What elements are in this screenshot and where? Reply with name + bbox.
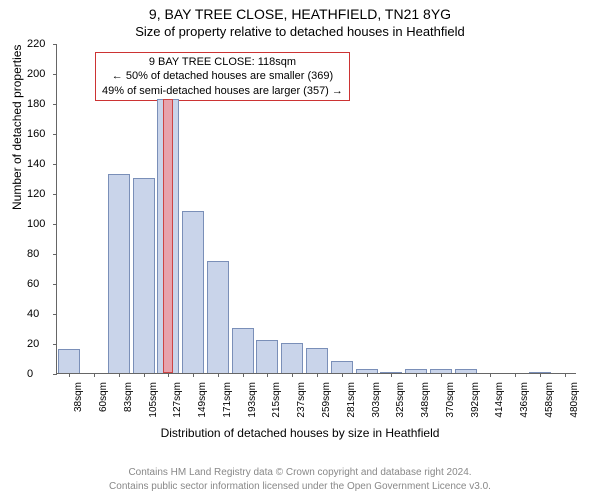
- xtick-label: 215sqm: [271, 382, 282, 428]
- annotation-line-3: 49% of semi-detached houses are larger (…: [102, 84, 343, 98]
- xtick-mark: [69, 373, 70, 377]
- y-axis-label: Number of detached properties: [10, 45, 24, 210]
- xtick-mark: [144, 373, 145, 377]
- xtick-mark: [441, 373, 442, 377]
- xtick-mark: [540, 373, 541, 377]
- xtick-mark: [267, 373, 268, 377]
- ytick-mark: [53, 134, 57, 135]
- xtick-label: 38sqm: [73, 382, 84, 428]
- footer-licence: Contains public sector information licen…: [0, 481, 600, 492]
- histogram-bar: [256, 340, 278, 373]
- x-axis-label: Distribution of detached houses by size …: [0, 426, 600, 440]
- xtick-mark: [94, 373, 95, 377]
- histogram-bar: [182, 211, 204, 373]
- xtick-mark: [218, 373, 219, 377]
- xtick-mark: [342, 373, 343, 377]
- xtick-mark: [565, 373, 566, 377]
- ytick-label: 140: [27, 158, 53, 170]
- ytick-mark: [53, 284, 57, 285]
- xtick-label: 127sqm: [172, 382, 183, 428]
- xtick-label: 458sqm: [544, 382, 555, 428]
- xtick-label: 392sqm: [470, 382, 481, 428]
- xtick-label: 303sqm: [371, 382, 382, 428]
- xtick-label: 436sqm: [519, 382, 530, 428]
- highlight-bar: [163, 99, 173, 374]
- xtick-mark: [119, 373, 120, 377]
- xtick-mark: [292, 373, 293, 377]
- xtick-label: 325sqm: [395, 382, 406, 428]
- ytick-label: 220: [27, 38, 53, 50]
- xtick-label: 259sqm: [321, 382, 332, 428]
- xtick-mark: [317, 373, 318, 377]
- xtick-label: 237sqm: [296, 382, 307, 428]
- ytick-mark: [53, 224, 57, 225]
- ytick-label: 200: [27, 68, 53, 80]
- histogram-chart: 9 BAY TREE CLOSE: 118sqm ← 50% of detach…: [56, 44, 576, 374]
- ytick-label: 180: [27, 98, 53, 110]
- footer-copyright: Contains HM Land Registry data © Crown c…: [0, 467, 600, 478]
- xtick-label: 171sqm: [222, 382, 233, 428]
- xtick-label: 370sqm: [445, 382, 456, 428]
- xtick-label: 83sqm: [123, 382, 134, 428]
- ytick-mark: [53, 194, 57, 195]
- ytick-mark: [53, 314, 57, 315]
- xtick-label: 414sqm: [494, 382, 505, 428]
- ytick-label: 160: [27, 128, 53, 140]
- histogram-bar: [232, 328, 254, 373]
- xtick-label: 105sqm: [148, 382, 159, 428]
- xtick-mark: [515, 373, 516, 377]
- ytick-label: 0: [27, 368, 53, 380]
- ytick-label: 80: [27, 248, 53, 260]
- xtick-label: 149sqm: [197, 382, 208, 428]
- annotation-line-1: 9 BAY TREE CLOSE: 118sqm: [102, 55, 343, 69]
- xtick-mark: [391, 373, 392, 377]
- xtick-mark: [466, 373, 467, 377]
- ytick-label: 40: [27, 308, 53, 320]
- ytick-mark: [53, 344, 57, 345]
- xtick-label: 281sqm: [346, 382, 357, 428]
- histogram-bar: [207, 261, 229, 374]
- annotation-box: 9 BAY TREE CLOSE: 118sqm ← 50% of detach…: [95, 52, 350, 101]
- xtick-mark: [490, 373, 491, 377]
- histogram-bar: [108, 174, 130, 374]
- ytick-mark: [53, 74, 57, 75]
- histogram-bar: [331, 361, 353, 373]
- histogram-bar: [281, 343, 303, 373]
- histogram-bar: [133, 178, 155, 373]
- histogram-bar: [58, 349, 80, 373]
- xtick-label: 480sqm: [569, 382, 580, 428]
- xtick-mark: [416, 373, 417, 377]
- xtick-mark: [168, 373, 169, 377]
- ytick-mark: [53, 164, 57, 165]
- ytick-mark: [53, 44, 57, 45]
- xtick-mark: [367, 373, 368, 377]
- xtick-label: 348sqm: [420, 382, 431, 428]
- xtick-label: 193sqm: [247, 382, 258, 428]
- ytick-mark: [53, 104, 57, 105]
- annotation-line-2: ← 50% of detached houses are smaller (36…: [102, 69, 343, 83]
- ytick-mark: [53, 254, 57, 255]
- ytick-label: 120: [27, 188, 53, 200]
- xtick-mark: [193, 373, 194, 377]
- chart-title: 9, BAY TREE CLOSE, HEATHFIELD, TN21 8YG: [0, 6, 600, 22]
- histogram-bar: [306, 348, 328, 374]
- ytick-mark: [53, 374, 57, 375]
- ytick-label: 100: [27, 218, 53, 230]
- ytick-label: 20: [27, 338, 53, 350]
- ytick-label: 60: [27, 278, 53, 290]
- chart-subtitle: Size of property relative to detached ho…: [0, 24, 600, 39]
- xtick-mark: [243, 373, 244, 377]
- xtick-label: 60sqm: [98, 382, 109, 428]
